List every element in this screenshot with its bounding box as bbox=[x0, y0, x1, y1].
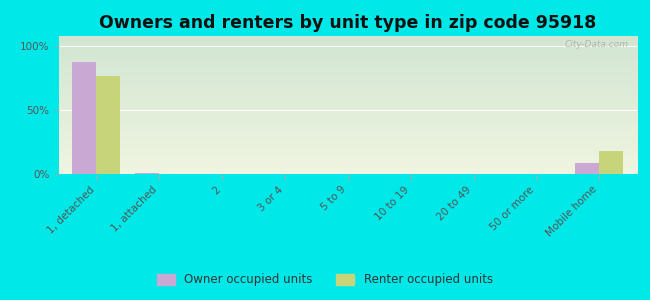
Bar bbox=[575, 163, 599, 174]
Legend: Owner occupied units, Renter occupied units: Owner occupied units, Renter occupied un… bbox=[153, 269, 497, 291]
Title: Owners and renters by unit type in zip code 95918: Owners and renters by unit type in zip c… bbox=[99, 14, 597, 32]
Text: City-Data.com: City-Data.com bbox=[564, 40, 629, 49]
Bar bbox=[135, 173, 159, 174]
Bar bbox=[599, 151, 623, 174]
Bar bbox=[72, 61, 96, 174]
Bar bbox=[96, 76, 120, 174]
